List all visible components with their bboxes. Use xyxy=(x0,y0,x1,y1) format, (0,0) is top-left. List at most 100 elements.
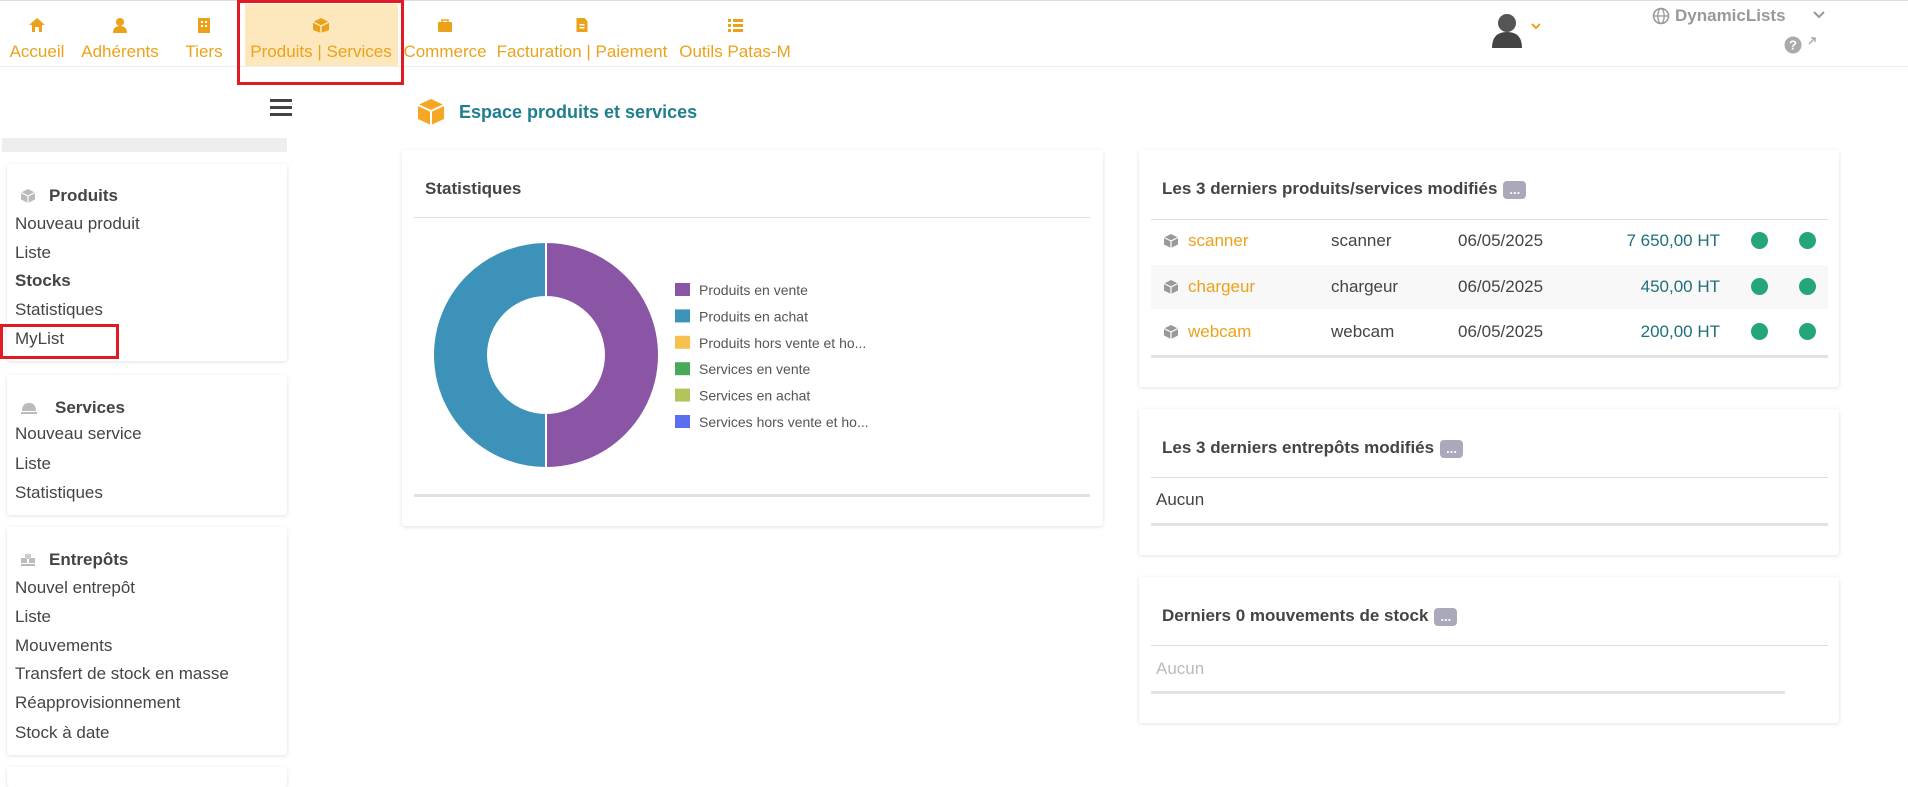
product-icon-glyph xyxy=(1163,325,1179,339)
highlight-box xyxy=(237,0,404,85)
divider xyxy=(1151,645,1828,646)
menu-link[interactable]: Nouveau produit xyxy=(15,214,140,233)
divider xyxy=(1151,355,1828,358)
product-ref[interactable]: webcam xyxy=(1188,322,1252,341)
search-bar xyxy=(2,138,287,152)
legend-swatch xyxy=(675,362,690,376)
dropdown-caret xyxy=(1813,11,1825,19)
sidebar-section xyxy=(7,164,287,361)
card-title: Statistiques xyxy=(425,179,522,198)
legend-label: Produits hors vente et ho... xyxy=(699,335,866,351)
page-title: Espace produits et services xyxy=(459,102,698,122)
section-title[interactable]: Services xyxy=(55,398,125,417)
nav-icon xyxy=(113,18,127,33)
card-title: Derniers 0 mouvements de stock... xyxy=(1162,605,1458,627)
product-icon-glyph xyxy=(1163,279,1179,294)
menu-link[interactable]: Nouveau service xyxy=(15,424,142,443)
modified-date: 06/05/2025 xyxy=(1458,276,1544,296)
nav-icon xyxy=(198,18,210,33)
divider xyxy=(1151,691,1785,694)
status-sell xyxy=(1751,277,1768,295)
more-badge[interactable]: ... xyxy=(1440,439,1463,458)
more-badge[interactable]: ... xyxy=(1434,607,1458,626)
sidebar-section xyxy=(7,375,287,515)
product-price: 7 650,00 HT xyxy=(1626,231,1720,250)
modified-date: 06/05/2025 xyxy=(1458,231,1544,250)
legend-label: Services hors vente et ho... xyxy=(699,414,869,430)
nav-icon xyxy=(728,19,743,32)
menu-link[interactable]: Liste xyxy=(15,454,51,473)
nav-item[interactable]: Outils Patas-M xyxy=(679,42,791,61)
divider xyxy=(1151,523,1828,526)
legend-swatch xyxy=(675,415,690,428)
card-title: Les 3 derniers entrepôts modifiés... xyxy=(1162,437,1463,459)
legend-label: Produits en vente xyxy=(699,282,808,298)
menu-link[interactable]: Réapprovisionnement xyxy=(15,693,181,712)
menu-link[interactable]: Liste xyxy=(15,243,51,262)
status-sell xyxy=(1751,232,1768,249)
nav-icon xyxy=(312,18,330,33)
card-title: Les 3 derniers produits/services modifié… xyxy=(1162,178,1527,200)
divider xyxy=(414,217,1090,218)
nav-item[interactable]: Tiers xyxy=(185,42,223,61)
product-label: webcam xyxy=(1331,322,1395,341)
sidebar-section xyxy=(7,767,287,787)
row-bg xyxy=(1151,265,1828,309)
nav-item[interactable]: Adhérents xyxy=(81,42,159,61)
menu-link[interactable]: Mouvements xyxy=(15,636,113,655)
product-ref[interactable]: scanner xyxy=(1188,231,1249,250)
product-price: 450,00 HT xyxy=(1640,276,1720,296)
nav-item[interactable]: Facturation | Paiement xyxy=(496,42,668,61)
nav-icon xyxy=(438,19,452,32)
svg-text:?: ? xyxy=(1789,38,1797,53)
menu-link[interactable]: Statistiques xyxy=(15,300,103,319)
divider xyxy=(1151,219,1828,220)
nav-item[interactable]: Accueil xyxy=(9,42,65,61)
help-icon[interactable]: ? xyxy=(1784,36,1820,54)
menu-link[interactable]: Stocks xyxy=(15,271,71,290)
section-title[interactable]: Entrepôts xyxy=(49,550,129,569)
database-name[interactable]: DynamicLists xyxy=(1675,6,1786,25)
donut-slice xyxy=(545,240,660,470)
menu-link[interactable]: Liste xyxy=(15,607,51,626)
menu-link[interactable]: Nouvel entrepôt xyxy=(15,578,136,597)
user-avatar[interactable] xyxy=(1490,10,1540,50)
empty-message: Aucun xyxy=(1156,659,1205,678)
status-buy xyxy=(1799,277,1816,295)
menu-link[interactable]: Statistiques xyxy=(15,483,103,502)
product-icon xyxy=(1163,279,1179,295)
section-title[interactable]: Produits xyxy=(49,186,118,205)
sidebar-section xyxy=(7,527,287,755)
legend-swatch xyxy=(675,335,690,349)
status-sell xyxy=(1751,323,1768,340)
nav-item[interactable]: Produits | Services xyxy=(250,42,392,61)
donut-chart: Produits en vente Produits en achat Produi… xyxy=(432,240,869,470)
product-icon-glyph xyxy=(1163,234,1179,248)
nav-icon xyxy=(29,18,45,32)
nav-icon xyxy=(576,18,588,32)
product-icon xyxy=(1163,233,1179,249)
nav-item[interactable]: Commerce xyxy=(403,42,487,61)
product-icon xyxy=(1163,324,1179,340)
status-buy xyxy=(1799,323,1816,340)
legend-swatch xyxy=(675,283,690,296)
more-badge[interactable]: ... xyxy=(1503,180,1527,199)
card-title-text: Les 3 derniers entrepôts modifiés xyxy=(1162,438,1435,457)
menu-link[interactable]: Transfert de stock en masse xyxy=(15,664,229,683)
product-label: chargeur xyxy=(1331,276,1399,296)
menu-link[interactable]: Stock à date xyxy=(15,723,110,742)
section-icon xyxy=(21,403,37,414)
movements-card xyxy=(1139,577,1839,723)
card-title-text: Les 3 derniers produits/services modifié… xyxy=(1162,179,1498,198)
menu-toggle[interactable] xyxy=(270,98,292,116)
divider xyxy=(414,494,1090,497)
legend-swatch xyxy=(675,309,690,323)
menu-link[interactable]: MyList xyxy=(15,329,65,348)
product-ref[interactable]: chargeur xyxy=(1188,276,1256,296)
section-icon xyxy=(20,189,36,203)
legend-swatch xyxy=(675,388,690,402)
page-icon xyxy=(417,99,445,125)
legend-label: Services en achat xyxy=(699,388,810,404)
empty-message: Aucun xyxy=(1156,490,1205,509)
